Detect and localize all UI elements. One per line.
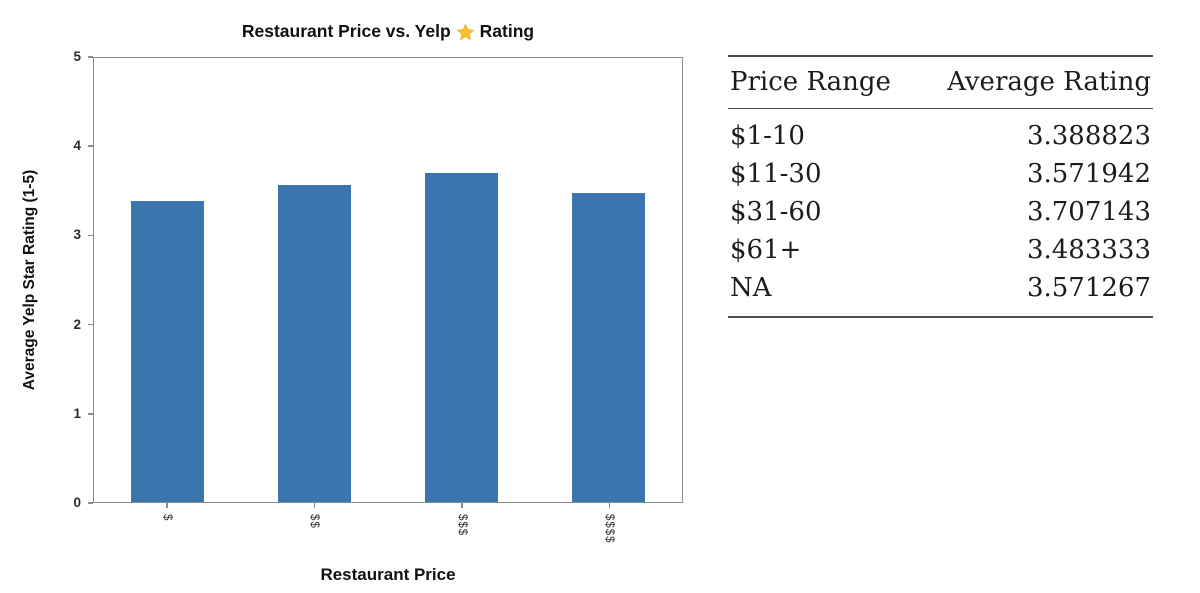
price-range-cell: $11-30 bbox=[730, 159, 822, 189]
x-tick-label: $ bbox=[160, 514, 173, 522]
table-row: NA 3.571267 bbox=[730, 269, 1151, 307]
plot-area bbox=[93, 57, 683, 503]
y-tick-mark bbox=[87, 323, 93, 326]
y-tick-mark bbox=[87, 413, 93, 415]
price-table-body: $1-10 3.388823 $11-30 3.571942 $31-60 3.70714… bbox=[728, 109, 1153, 316]
average-rating-cell: 3.571942 bbox=[1026, 159, 1151, 189]
y-tick-mark bbox=[87, 234, 93, 237]
price-range-cell: $61+ bbox=[730, 235, 802, 265]
y-tick-mark bbox=[87, 56, 93, 58]
table-row: $11-30 3.571942 bbox=[730, 155, 1151, 193]
y-tick-label: 4 bbox=[73, 138, 81, 154]
y-tick-label: 2 bbox=[73, 316, 81, 332]
table-row: $61+ 3.483333 bbox=[730, 231, 1151, 269]
price-range-cell: $1-10 bbox=[730, 121, 805, 151]
x-tick-label: $$$$ bbox=[603, 514, 616, 544]
price-table-header: Price Range Average Rating bbox=[728, 57, 1153, 109]
table-row: $31-60 3.707143 bbox=[730, 193, 1151, 231]
x-tick-label: $$$ bbox=[455, 514, 468, 537]
bar-$$$$ bbox=[571, 192, 646, 502]
star-icon bbox=[456, 23, 475, 46]
y-tick-mark bbox=[87, 145, 93, 147]
price-range-cell: $31-60 bbox=[730, 197, 822, 227]
chart-title-prefix: Restaurant Price vs. Yelp bbox=[241, 21, 451, 41]
y-axis-label: Average Yelp Star Rating (1-5) bbox=[21, 169, 38, 391]
average-rating-cell: 3.483333 bbox=[1026, 235, 1151, 265]
average-rating-cell: 3.388823 bbox=[1026, 121, 1151, 151]
y-tick-mark bbox=[87, 502, 93, 504]
y-tick-label: 5 bbox=[73, 49, 81, 64]
x-tick-label: $$ bbox=[308, 514, 321, 529]
price-table: Price Range Average Rating $1-10 3.388823… bbox=[728, 55, 1153, 318]
x-tick-mark bbox=[608, 503, 610, 508]
chart-title-suffix: Rating bbox=[479, 21, 535, 41]
x-tick-mark bbox=[461, 503, 463, 508]
price-range-cell: NA bbox=[730, 273, 772, 303]
bar-$$$ bbox=[424, 172, 499, 502]
table-row: $1-10 3.388823 bbox=[730, 117, 1151, 155]
bar-chart: Restaurant Price vs. Yelp Rating Average … bbox=[21, 21, 683, 584]
x-tick-mark bbox=[313, 503, 315, 508]
chart-title: Restaurant Price vs. Yelp Rating bbox=[93, 21, 683, 46]
x-axis-label: Restaurant Price bbox=[320, 565, 456, 584]
x-tick-mark bbox=[166, 503, 168, 508]
y-tick-label: 0 bbox=[73, 495, 81, 510]
column-header-average-rating: Average Rating bbox=[947, 67, 1151, 97]
average-rating-cell: 3.571267 bbox=[1026, 273, 1151, 303]
column-header-price-range: Price Range bbox=[730, 67, 891, 97]
y-tick-label: 3 bbox=[73, 227, 81, 243]
y-tick-label: 1 bbox=[73, 405, 81, 421]
bar-$ bbox=[130, 201, 205, 502]
bar-$$ bbox=[277, 184, 352, 502]
average-rating-cell: 3.707143 bbox=[1026, 197, 1151, 227]
